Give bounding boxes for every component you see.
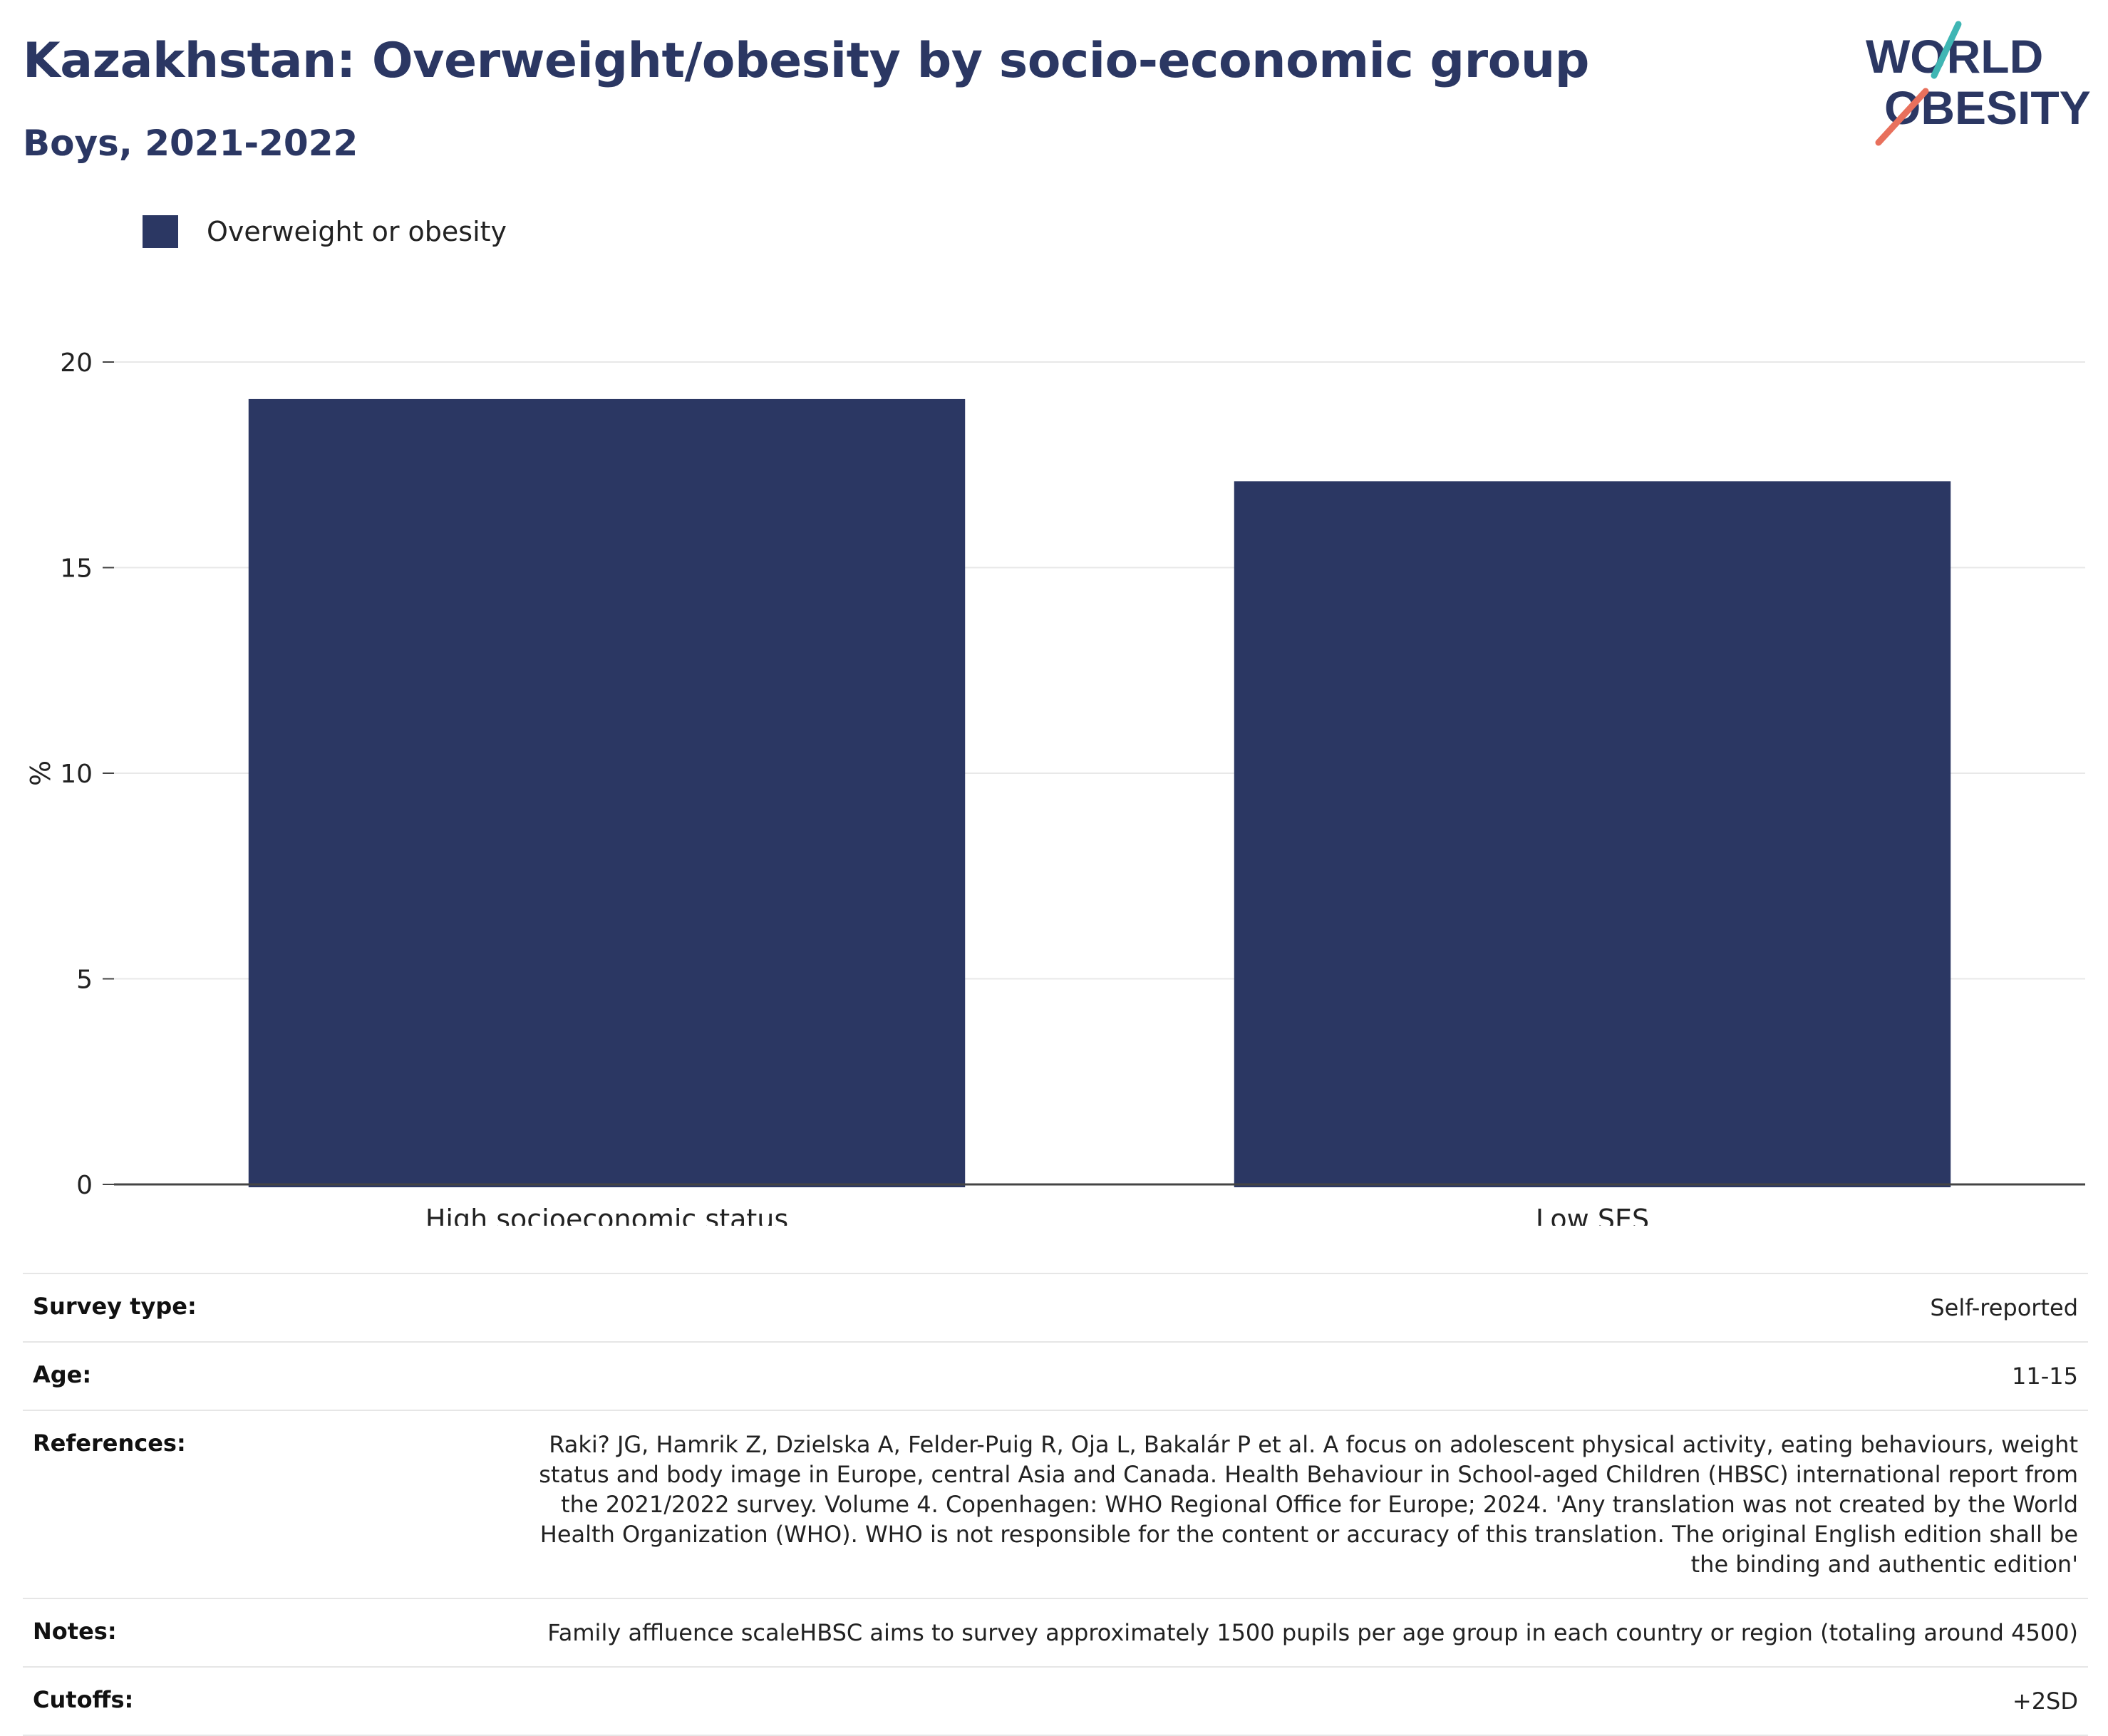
metadata-row: Survey type: Self-reported — [23, 1274, 2088, 1343]
bar — [248, 398, 966, 1188]
chart-title: Kazakhstan: Overweight/obesity by socio-… — [23, 33, 1589, 89]
y-tick-label: 5 — [76, 966, 93, 995]
metadata-value: Self-reported — [1930, 1294, 2078, 1321]
world-obesity-logo: WORLD OBESITY — [1866, 21, 2091, 146]
metadata-key: Notes: — [33, 1618, 117, 1645]
x-tick-label: Low SES — [1536, 1204, 1649, 1226]
metadata-value: Family affluence scaleHBSC aims to surve… — [547, 1619, 2078, 1646]
y-tick-label: 15 — [60, 554, 93, 584]
metadata-row: References: Raki? JG, Hamrik Z, Dzielska … — [23, 1411, 2088, 1599]
metadata-key: References: — [33, 1430, 186, 1457]
legend: Overweight or obesity — [143, 215, 507, 248]
metadata-value: 11-15 — [2012, 1363, 2078, 1390]
logo-line-2: OBESITY — [1884, 81, 2091, 134]
y-axis-title: % — [25, 760, 56, 786]
metadata-key: Survey type: — [33, 1293, 197, 1320]
metadata-key: Cutoffs: — [33, 1686, 134, 1713]
logo-slash-teal — [1931, 21, 1962, 79]
metadata-value: +2SD — [2012, 1688, 2078, 1715]
chart-subtitle: Boys, 2021-2022 — [23, 123, 358, 164]
metadata-row: Notes: Family affluence scaleHBSC aims to… — [23, 1599, 2088, 1668]
logo-slash-coral — [1875, 88, 1929, 146]
legend-swatch — [143, 215, 178, 248]
x-tick-label: High socioeconomic status — [425, 1204, 788, 1226]
y-tick-label: 20 — [60, 348, 93, 378]
y-tick-label: 10 — [60, 760, 93, 789]
legend-label: Overweight or obesity — [207, 216, 507, 247]
metadata-value: Raki? JG, Hamrik Z, Dzielska A, Felder-P… — [539, 1431, 2078, 1578]
y-tick-label: 0 — [76, 1171, 93, 1200]
bar — [1234, 481, 1951, 1187]
metadata-key: Age: — [33, 1361, 92, 1388]
metadata-table: Survey type: Self-reported Age: 11-15 Refere… — [23, 1273, 2088, 1736]
bar-chart: 0 5 10 15 20% High socioeconomic status Low SE… — [25, 348, 2085, 1226]
metadata-row: Age: 11-15 — [23, 1343, 2088, 1411]
